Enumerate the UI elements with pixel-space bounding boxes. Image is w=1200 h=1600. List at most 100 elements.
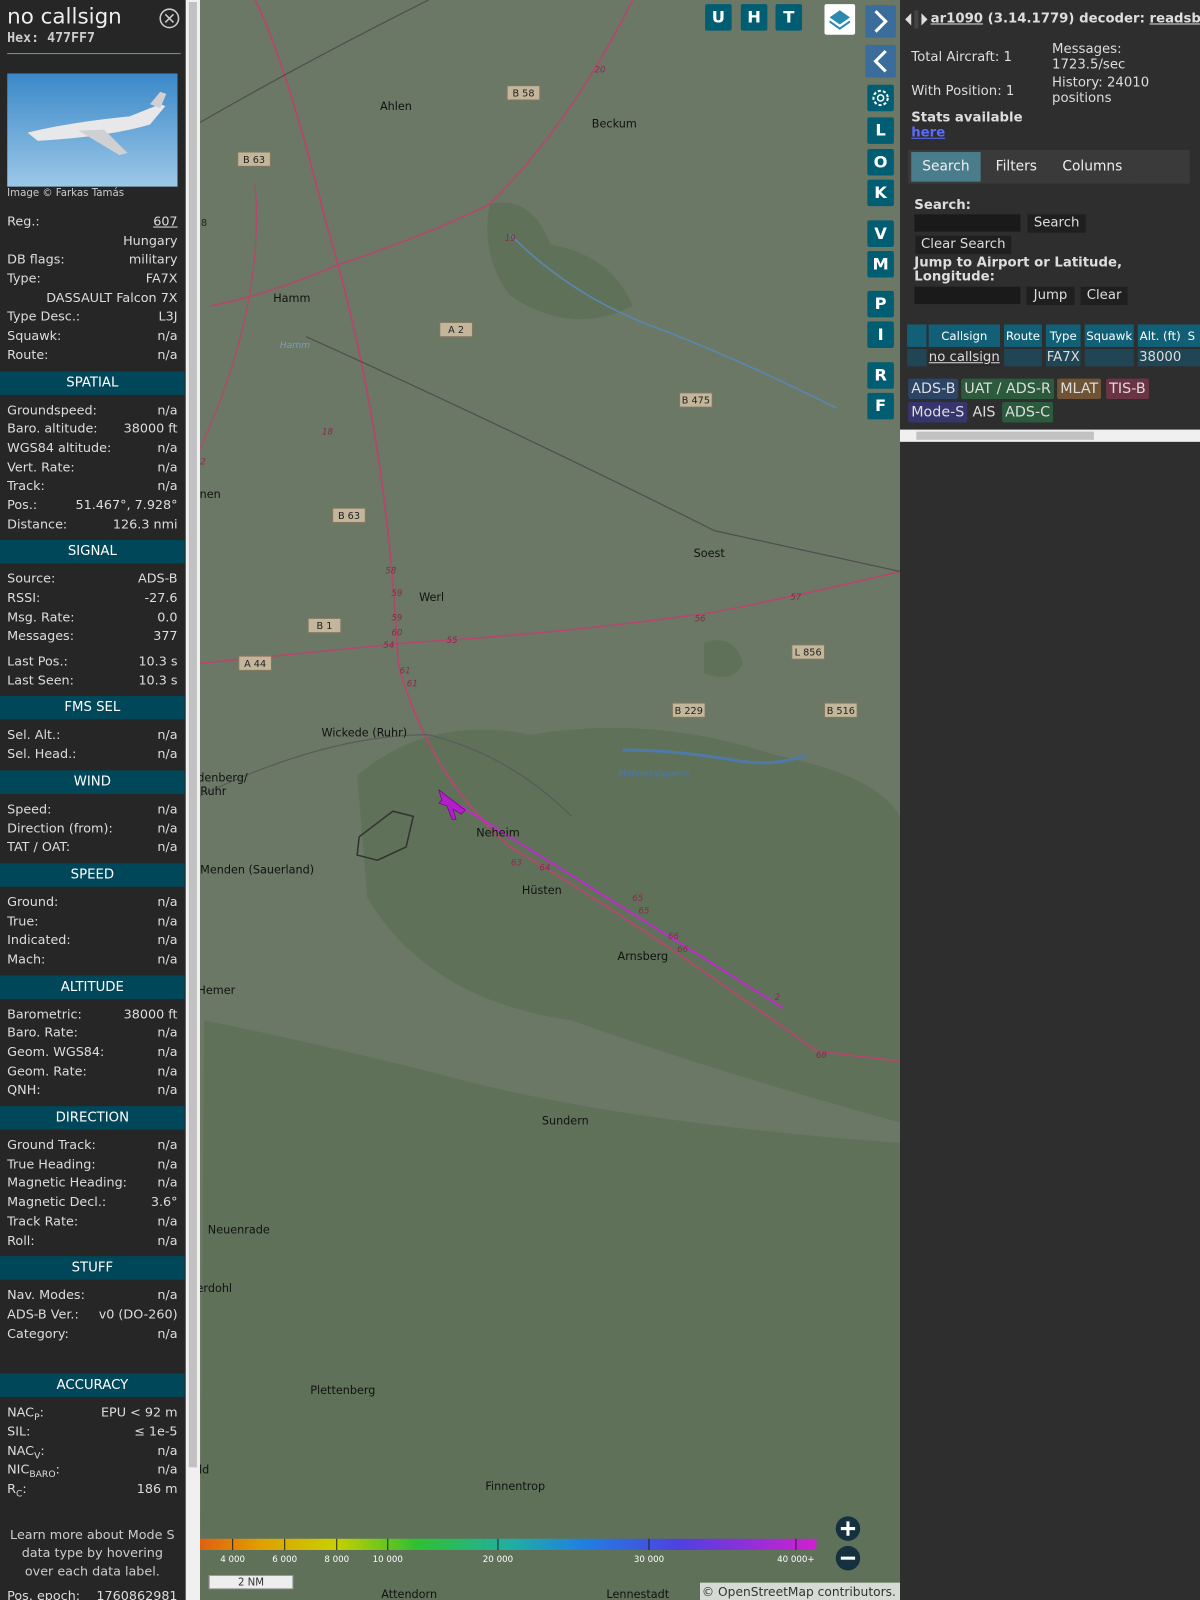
settings-button[interactable] (867, 84, 894, 112)
place-label: Finnentrop (485, 1480, 545, 1493)
h-scrollbar[interactable] (899, 429, 1200, 442)
search-input[interactable] (914, 214, 1021, 232)
map[interactable]: Ahlen Beckum Hamm Soest Werl Wickede (Ruhr) Ne… (199, 0, 900, 1600)
map-toggle-button[interactable]: O (867, 148, 894, 176)
stats-note: Stats available (911, 110, 1023, 126)
road-shield (238, 655, 272, 671)
scroll-thumb[interactable] (916, 431, 1094, 440)
map-toggle-button[interactable]: T (775, 4, 803, 31)
detail-row: Last Pos.: 10.3 s (0, 652, 185, 671)
map-toggle-button[interactable]: V (867, 220, 894, 247)
km-label: 56 (694, 614, 706, 624)
label-text: Squawk: (7, 327, 62, 343)
close-button[interactable] (158, 7, 180, 29)
road-label: B 1 (317, 621, 333, 632)
collapse-button[interactable] (865, 44, 896, 78)
detail-value: L3J (158, 308, 178, 324)
zoom-in[interactable] (835, 1516, 861, 1541)
section-heading: ALTITUDE (0, 975, 185, 999)
column-header[interactable]: Type (1045, 324, 1081, 347)
column-header[interactable]: Callsign (928, 324, 1000, 347)
detail-value[interactable]: 607 (153, 213, 178, 229)
map-toggle-button[interactable]: U (705, 4, 732, 31)
km-label: 66 (668, 932, 680, 942)
column-header[interactable]: Alt. (ft) (1137, 324, 1183, 347)
label-text: : (39, 1404, 44, 1420)
place-label: Hamm (280, 340, 310, 351)
road-shield (671, 702, 706, 718)
tab[interactable]: Search (911, 152, 981, 182)
section-heading: ACCURACY (0, 1373, 185, 1398)
tab[interactable]: Filters (985, 152, 1047, 182)
lake (622, 748, 807, 765)
aircraft-photo[interactable] (7, 73, 178, 187)
detail-row: Speed: n/a (0, 800, 185, 819)
column-header[interactable]: S (1182, 324, 1200, 347)
km-label: 2 (200, 457, 206, 467)
decoder-link[interactable]: readsb (1149, 11, 1200, 27)
detail-value: 51.467°, 7.928° (75, 496, 178, 513)
app-link[interactable]: ar1090 (930, 11, 984, 27)
panel-toggle[interactable] (902, 10, 931, 29)
label-text: NAC (7, 1442, 35, 1458)
map-toggle-button[interactable]: P (867, 290, 894, 318)
expand-button[interactable] (865, 5, 896, 38)
detail-row: Ground: n/a (0, 893, 185, 912)
attribution[interactable]: © OpenStreetMap contributors. (702, 1585, 896, 1599)
detail-label: Ground Track: (7, 1136, 96, 1155)
detail-row: Sel. Head.: n/a (0, 745, 185, 764)
road-label: L 856 (795, 648, 822, 659)
map-toggle-button[interactable]: K (867, 179, 894, 207)
map-toggle-button[interactable]: R (867, 362, 894, 389)
stat: Messages: 1723.5/sec (1052, 41, 1126, 73)
scroll-thumb[interactable] (188, 2, 197, 1468)
stats-link[interactable]: here (911, 125, 946, 141)
clear-button[interactable]: Clear (1080, 286, 1128, 306)
search-button[interactable]: Search (1027, 214, 1086, 233)
tab[interactable]: Columns (1053, 152, 1132, 182)
detail-row: Source: ADS-B (0, 570, 185, 589)
aircraft-icon[interactable] (438, 788, 466, 820)
label-text: : (40, 1442, 45, 1458)
road-label: B 63 (243, 155, 265, 166)
km-label: 2 (775, 993, 781, 1003)
column-header[interactable]: Route (1004, 324, 1042, 347)
map-toggle-button[interactable]: M (867, 251, 894, 278)
detail-label: Direction (from): (7, 819, 113, 838)
section-heading: STUFF (0, 1256, 185, 1280)
detail-label: RC: (7, 1480, 27, 1500)
detail-row: Barometric: 38000 ft (0, 1005, 185, 1024)
place-label: Ahlen (380, 100, 412, 113)
label-text: Messages: (7, 627, 74, 644)
detail-row: Route: n/a (0, 346, 185, 365)
detail-row: RSSI: -27.6 (0, 589, 185, 608)
km-label: 65 (638, 906, 650, 916)
detail-row: Geom. Rate: n/a (0, 1062, 185, 1081)
map-toggle-button[interactable]: F (867, 392, 894, 420)
detail-row: Distance: 126.3 nmi (0, 515, 185, 534)
source-legend: ADS-B (908, 378, 959, 399)
detail-value: n/a (157, 819, 178, 836)
detail-value: n/a (157, 1325, 178, 1341)
label-text: Type: (7, 270, 41, 286)
jump-button[interactable]: Jump (1026, 286, 1075, 306)
road-shield (439, 321, 473, 338)
detail-label: Barometric: (7, 1005, 82, 1024)
layers-button[interactable] (824, 4, 856, 35)
table-cell[interactable]: no callsign (928, 348, 1000, 367)
map-toggle-button[interactable]: H (740, 4, 768, 31)
help-note: Learn more about Mode S data type by hov… (10, 1526, 175, 1579)
detail-list: Reg.: 607 Hungary DB flags: military Type: FA7… (0, 212, 185, 1600)
scrollbar[interactable] (185, 0, 200, 1600)
km-label: 65 (632, 894, 644, 904)
label-subscript: C (16, 1489, 23, 1500)
map-toggle-button[interactable]: I (867, 321, 894, 348)
clear-search-button[interactable]: Clear Search (915, 235, 1012, 255)
detail-label: True: (7, 912, 38, 931)
map-toggle-button[interactable]: L (867, 117, 894, 144)
column-header[interactable]: Squawk (1084, 324, 1134, 347)
stat: With Position: 1 (911, 83, 1015, 99)
zoom-out[interactable] (835, 1545, 861, 1571)
jump-input[interactable] (914, 286, 1021, 305)
road-label: B 58 (512, 88, 534, 99)
